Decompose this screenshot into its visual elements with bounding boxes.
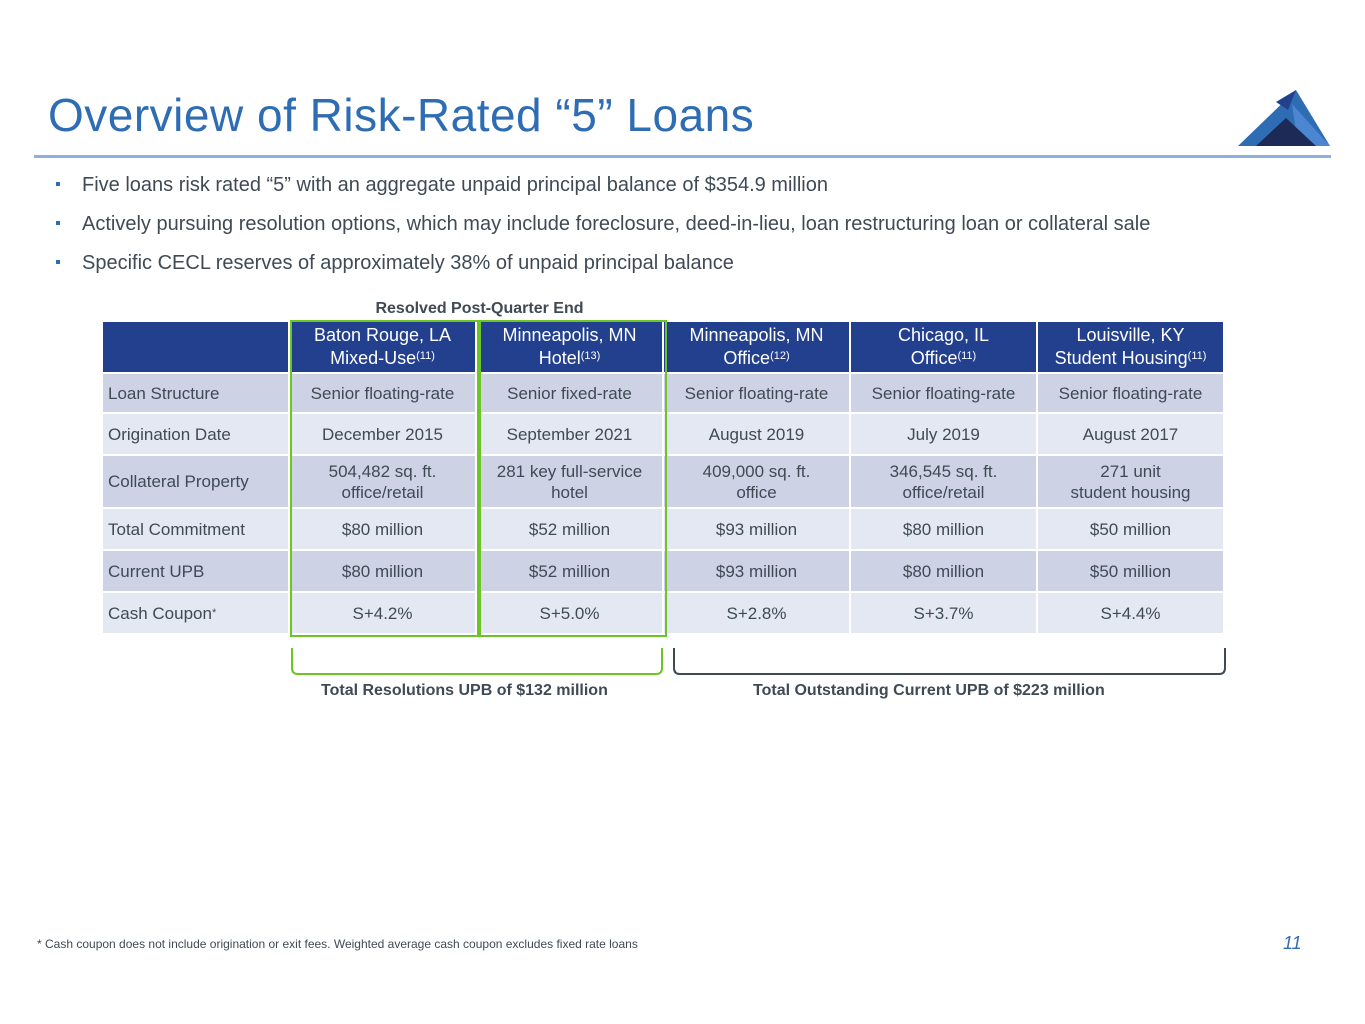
table-header-row: Baton Rouge, LA Mixed-Use(11) Minneapolis… [103, 322, 1223, 372]
bullet-item: Five loans risk rated “5” with an aggreg… [54, 165, 1150, 204]
column-header: Baton Rouge, LA Mixed-Use(11) [290, 322, 475, 372]
table-row: Origination Date December 2015 September… [103, 414, 1223, 454]
table-row: Total Commitment $80 million $52 million… [103, 509, 1223, 549]
bullet-item: Actively pursuing resolution options, wh… [54, 204, 1150, 243]
outstanding-bracket [673, 648, 1226, 675]
table-cell: Senior floating-rate [664, 374, 849, 412]
table-cell: $80 million [851, 509, 1036, 549]
table-cell: September 2021 [477, 414, 662, 454]
resolved-label: Resolved Post-Quarter End [375, 300, 584, 317]
table-row: Collateral Property 504,482 sq. ft. offic… [103, 456, 1223, 507]
table-cell: Senior fixed-rate [477, 374, 662, 412]
table-cell: $93 million [664, 551, 849, 591]
resolutions-bracket [291, 648, 663, 675]
loans-table: Baton Rouge, LA Mixed-Use(11) Minneapolis… [101, 320, 1225, 635]
table-cell: August 2017 [1038, 414, 1223, 454]
header-corner [103, 322, 288, 372]
table-cell: July 2019 [851, 414, 1036, 454]
table-cell: $80 million [290, 551, 475, 591]
bullet-marker [56, 260, 60, 264]
table-cell: 281 key full-service hotel [477, 456, 662, 507]
table-cell: $50 million [1038, 509, 1223, 549]
table-cell: S+5.0% [477, 593, 662, 633]
bullet-text: Five loans risk rated “5” with an aggreg… [82, 173, 828, 196]
table-cell: Senior floating-rate [851, 374, 1036, 412]
table-cell: $80 million [290, 509, 475, 549]
table-cell: S+4.4% [1038, 593, 1223, 633]
row-label: Origination Date [103, 414, 288, 454]
bullet-marker [56, 182, 60, 186]
table-cell: $93 million [664, 509, 849, 549]
table-cell: S+4.2% [290, 593, 475, 633]
column-header: Louisville, KY Student Housing(11) [1038, 322, 1223, 372]
total-resolutions-label: Total Resolutions UPB of $132 million [321, 682, 608, 699]
column-header: Chicago, IL Office(11) [851, 322, 1036, 372]
footnote: * Cash coupon does not include originati… [37, 937, 638, 951]
column-header: Minneapolis, MN Office(12) [664, 322, 849, 372]
bullet-marker [56, 221, 60, 225]
table-cell: 346,545 sq. ft. office/retail [851, 456, 1036, 507]
bullet-item: Specific CECL reserves of approximately … [54, 243, 1150, 282]
row-label: Cash Coupon* [103, 593, 288, 633]
row-label: Current UPB [103, 551, 288, 591]
table-cell: Senior floating-rate [1038, 374, 1223, 412]
table-cell: 271 unit student housing [1038, 456, 1223, 507]
table-cell: S+2.8% [664, 593, 849, 633]
table-cell: December 2015 [290, 414, 475, 454]
table-cell: $50 million [1038, 551, 1223, 591]
bullet-text: Specific CECL reserves of approximately … [82, 251, 734, 274]
table-row: Loan Structure Senior floating-rate Seni… [103, 374, 1223, 412]
row-label: Loan Structure [103, 374, 288, 412]
mountain-logo-icon [1238, 90, 1330, 146]
table-cell: Senior floating-rate [290, 374, 475, 412]
row-label: Collateral Property [103, 456, 288, 507]
table-cell: $80 million [851, 551, 1036, 591]
column-header: Minneapolis, MN Hotel(13) [477, 322, 662, 372]
page-number: 11 [1283, 933, 1302, 953]
bullet-text: Actively pursuing resolution options, wh… [82, 212, 1151, 235]
title-divider [34, 155, 1331, 158]
row-label: Total Commitment [103, 509, 288, 549]
table-cell: 504,482 sq. ft. office/retail [290, 456, 475, 507]
table-row: Cash Coupon* S+4.2% S+5.0% S+2.8% S+3.7%… [103, 593, 1223, 633]
bullet-list: Five loans risk rated “5” with an aggreg… [54, 165, 1150, 282]
table-cell: S+3.7% [851, 593, 1036, 633]
table-cell: 409,000 sq. ft. office [664, 456, 849, 507]
table-cell: August 2019 [664, 414, 849, 454]
page-title: Overview of Risk-Rated “5” Loans [48, 89, 755, 141]
table-row: Current UPB $80 million $52 million $93 … [103, 551, 1223, 591]
table-cell: $52 million [477, 509, 662, 549]
table-cell: $52 million [477, 551, 662, 591]
total-outstanding-label: Total Outstanding Current UPB of $223 mi… [753, 682, 1105, 699]
